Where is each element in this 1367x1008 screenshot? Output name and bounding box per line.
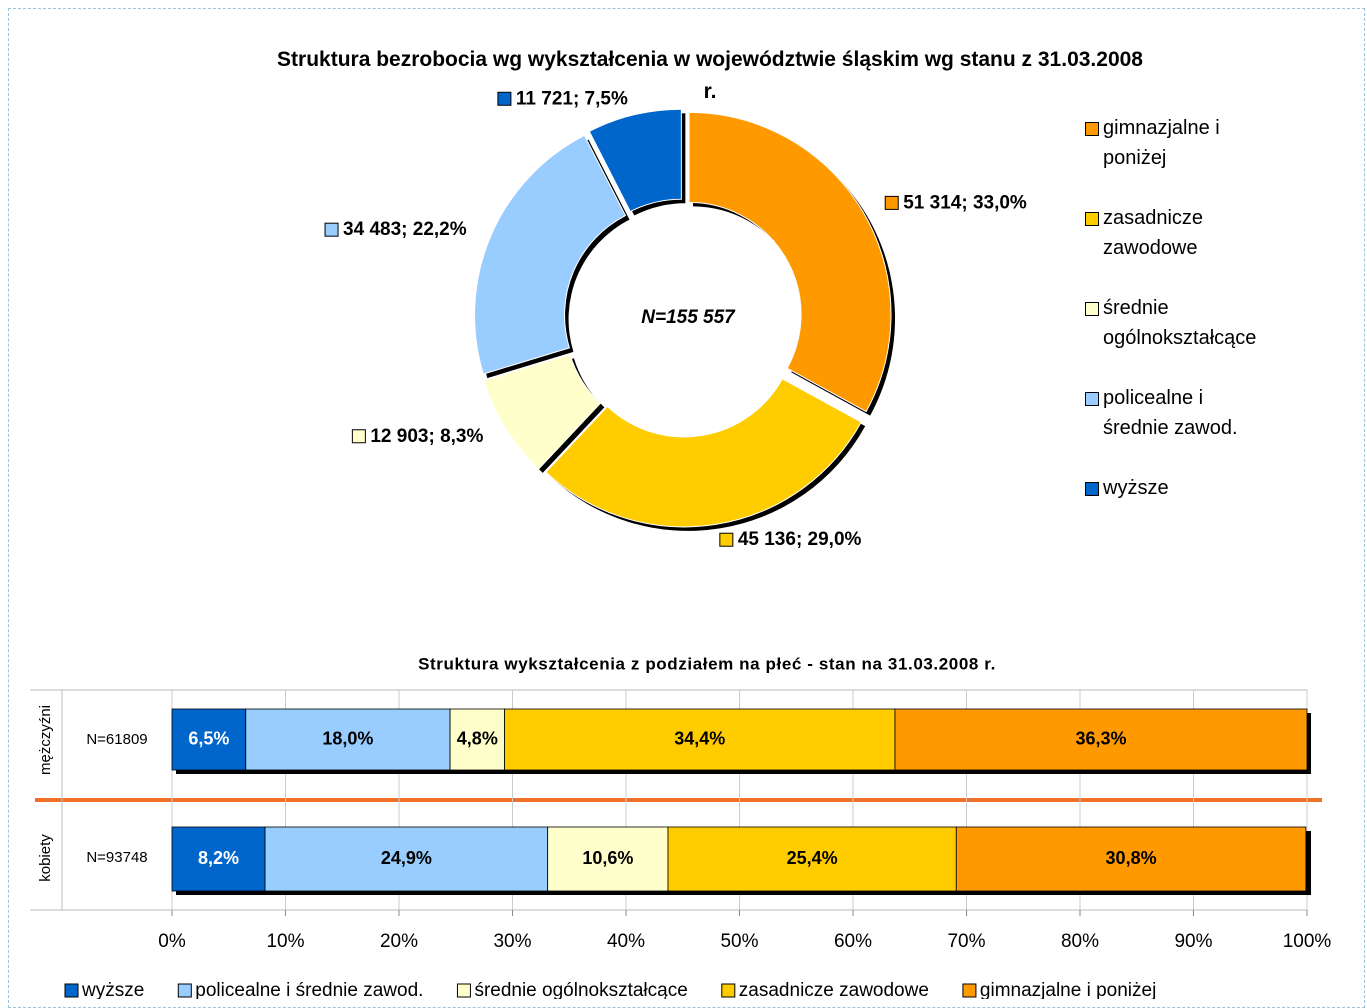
data-label: 36,3% [1075,728,1126,748]
legend-swatch [1085,212,1099,226]
bar-segment [894,708,1308,771]
chart-title: Struktura wykształcenia z podziałem na p… [418,654,996,673]
data-label: 12 903; 8,3% [370,426,483,447]
donut-slice [545,378,862,528]
bar-segment [171,826,266,892]
donut-slice [474,134,627,375]
data-label: 51 314; 33,0% [903,192,1027,213]
chart-title: Struktura bezrobocia wg wykształcenia w … [277,48,1143,103]
donut-slice [588,108,682,213]
legend-label: gimnazjalne i poniżej [1103,117,1220,169]
legend-item: wyższe [1085,473,1263,503]
data-label: 30,8% [1106,848,1157,868]
category-label: mężczyźni [37,705,54,775]
x-tick-label: 60% [834,931,872,952]
legend-label: policealne i średnie zawod. [1103,387,1238,439]
legend-swatch [1085,392,1099,406]
data-label: 34 483; 22,2% [343,219,467,240]
category-annotation: N=93748 [86,849,147,866]
legend-swatch [1085,302,1099,316]
bar-segment [547,826,669,892]
data-label: 25,4% [787,848,838,868]
legend-label: gimnazjalne i poniżej [980,980,1156,999]
label-swatch [497,91,512,106]
x-tick-label: 0% [158,931,186,952]
label-swatch [719,532,734,547]
data-label: 34,4% [674,728,725,748]
x-tick-label: 50% [720,931,758,952]
x-tick-label: 30% [493,931,531,952]
bar-segment [667,826,957,892]
legend-item: gimnazjalne i poniżej [1085,113,1263,173]
legend-label: zasadnicze zawodowe [1103,207,1204,259]
legend-label: policealne i średnie zawod. [195,980,423,999]
legend-label: zasadnicze zawodowe [739,980,929,999]
donut-slice [688,111,892,413]
bar-segment [264,826,549,892]
data-label: 45 136; 29,0% [738,529,862,550]
data-label: 24,9% [381,848,432,868]
legend-label: wyższe [81,980,144,999]
legend-swatch [64,983,79,998]
legend-item: policealne i średnie zawod. [1085,383,1263,443]
category-label: kobiety [37,834,54,882]
data-label: 6,5% [188,728,229,748]
legend-label: średnie ogólnokształcące [1103,297,1257,349]
bar-segment [245,708,451,771]
data-label: 4,8% [457,728,498,748]
legend-label: średnie ogólnokształcące [474,980,687,999]
data-label: 18,0% [322,728,373,748]
x-tick-label: 40% [607,931,645,952]
center-annotation: N=155 557 [641,307,736,328]
x-tick-label: 70% [947,931,985,952]
x-tick-label: 90% [1174,931,1212,952]
legend-swatch [456,983,471,998]
legend-item: średnie ogólnokształcące [1085,293,1263,353]
x-tick-label: 20% [380,931,418,952]
bar-segment [955,826,1307,892]
label-swatch [324,222,339,237]
x-tick-label: 80% [1061,931,1099,952]
legend-label: wyższe [1103,477,1169,499]
data-label: 8,2% [198,848,239,868]
bar-segment [449,708,505,771]
legend-swatch [177,983,192,998]
x-tick-label: 10% [266,931,304,952]
label-swatch [884,195,899,210]
legend-item: zasadnicze zawodowe [1085,203,1263,263]
legend-swatch [1085,482,1099,496]
legend-swatch [721,983,736,998]
bar-segment [504,708,896,771]
legend-swatch [1085,122,1099,136]
donut-slice [483,353,602,470]
category-annotation: N=61809 [86,731,147,748]
data-label: 10,6% [582,848,633,868]
label-swatch [351,429,366,444]
x-tick-label: 100% [1283,931,1332,952]
legend-swatch [962,983,977,998]
data-label: 11 721; 7,5% [516,88,628,109]
